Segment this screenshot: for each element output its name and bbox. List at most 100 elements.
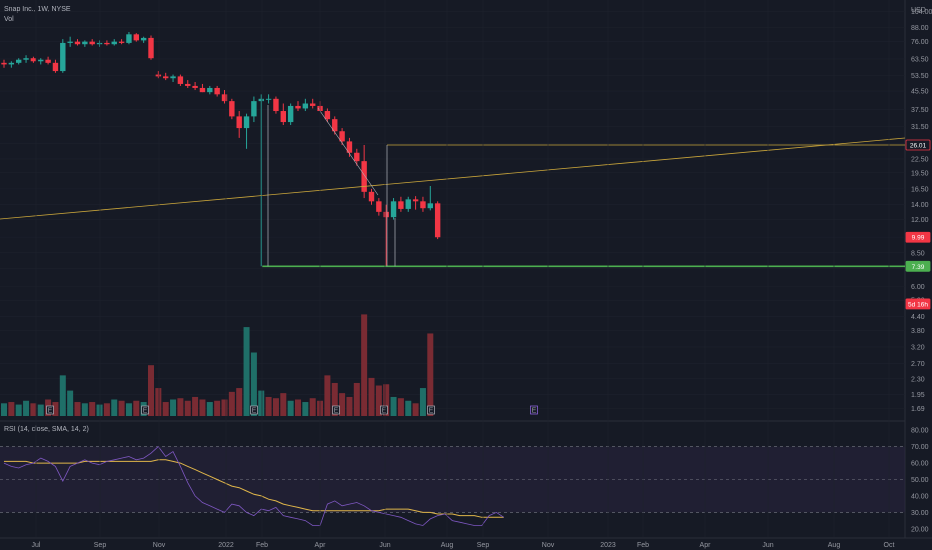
earnings-marker[interactable] [332,405,340,415]
earnings-marker[interactable] [380,405,388,415]
price-tag [905,231,931,243]
candle-body [310,103,316,106]
volume-bar [15,404,22,416]
volume-bar [206,402,213,416]
volume-bar [8,402,15,416]
volume-bar [1,403,7,416]
volume-bar [81,403,88,416]
rsi-line [3,446,505,526]
earnings-marker-label: E [429,408,434,415]
volume-bar [30,403,37,416]
price-tag [905,298,931,310]
volume-bar [339,393,346,416]
earnings-marker[interactable] [141,405,149,415]
candle-body [398,201,404,209]
drawn-path [317,107,379,196]
volume-bar [390,396,397,416]
candle-body [412,199,419,202]
volume-bar [199,399,206,416]
volume-bar [59,375,66,416]
price-axis-label: 88.00 [911,25,929,32]
candle-body [434,203,441,238]
price-tag-label: 7.39 [912,264,925,271]
time-axis-label: Apr [315,542,327,549]
time-axis-label: Jul [32,542,41,549]
candle-body [221,94,228,102]
volume-bar [184,400,191,416]
earnings-marker[interactable] [250,405,258,415]
time-axis-label: Sep [477,542,490,549]
candle-body [30,58,37,62]
volume-bar [243,327,250,416]
rsi-axis-label: 20.00 [911,526,929,533]
volume-bar [412,403,419,416]
price-axis-label: 1.95 [911,392,925,399]
candle-body [368,191,375,202]
candle-body [383,211,389,218]
price-axis-label: 4.40 [911,314,925,321]
earnings-marker[interactable] [46,405,54,415]
candle-body [280,111,286,123]
volume-bar [89,402,96,416]
price-axis-label: 2.70 [911,361,925,368]
candle-body [324,111,331,120]
candle-body [60,42,66,72]
volume-bar [170,399,177,416]
candle-body [133,34,139,41]
rsi-axis-label: 80.00 [911,428,929,435]
candle-body [251,101,257,117]
price-axis-label: 1.69 [911,406,925,413]
volume-bar [272,398,279,416]
volume-bar [324,375,331,416]
price-axis-label: 16.50 [911,186,929,193]
volume-bar [331,382,338,416]
time-axis-label: Aug [441,542,454,549]
candle-body [346,141,353,153]
candle-body [265,98,272,100]
time-axis-label: Feb [256,542,268,549]
volume-bar [177,398,184,416]
price-axis-label: 22.50 [911,156,929,163]
volume-bar [111,399,118,416]
candle-body [339,131,345,142]
volume-bar [250,352,257,416]
candle-body [82,41,88,45]
volume-bar [103,403,110,416]
volume-bar [214,400,221,416]
symbol-title: Snap Inc., 1W, NYSE [4,6,71,13]
price-tag-label: 26.01 [910,142,927,149]
volume-bar [397,398,404,416]
candle-body [111,41,117,45]
candle-body [405,199,411,209]
earnings-marker-label: E [334,408,339,415]
volume-bar [148,365,154,416]
candle-body [390,201,397,218]
rsi-axis-label: 30.00 [911,510,929,517]
candle-body [177,76,184,84]
earnings-marker-label: E [532,408,537,415]
rsi-sma-line [4,459,504,518]
volume-bar [236,388,243,416]
volume-bar [295,399,301,416]
earnings-marker-label: E [252,408,257,415]
earnings-marker[interactable] [530,405,538,415]
time-axis-label: Oct [884,542,895,549]
time-axis-label: 2023 [600,542,616,549]
volume-bar [383,384,390,416]
candle-body [52,62,59,72]
candle-body [354,152,360,162]
earnings-marker[interactable] [427,405,435,415]
price-axis-label: 45.50 [911,89,929,96]
rsi-axis-label: 40.00 [911,493,929,500]
rsi-label: RSI (14, close, SMA, 14, 2) [4,426,89,433]
volume-bar [368,377,375,416]
trendline[interactable] [0,137,906,220]
volume-bar [280,393,287,416]
price-tag [905,260,931,272]
candle-body [8,62,15,65]
rsi-axis-label: 50.00 [911,477,929,484]
time-axis-label: Jun [379,542,390,549]
rsi-axis-label: 60.00 [911,461,929,468]
